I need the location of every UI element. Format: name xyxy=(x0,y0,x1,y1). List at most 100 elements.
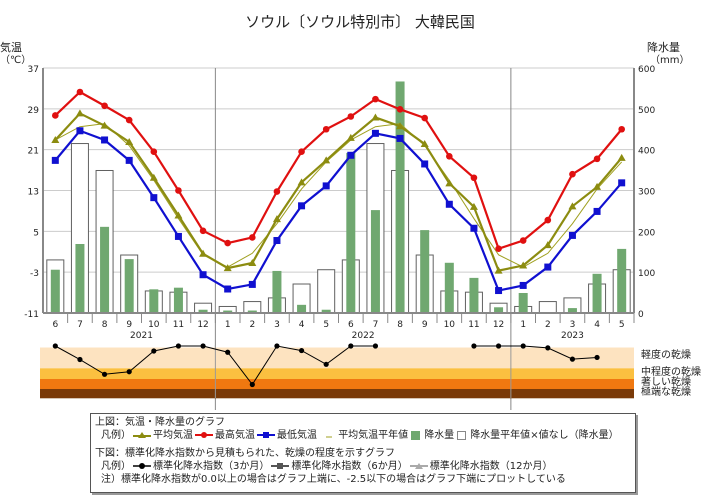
precip-bar xyxy=(149,289,159,313)
legend-no-value: ×値なし（降水量） xyxy=(530,430,619,441)
max-temp-point xyxy=(421,114,428,122)
legend-lower-heading: 下図：標準化降水指数から見積もられた、乾燥の程度を示すグラフ xyxy=(95,448,395,459)
mean-temp-point xyxy=(543,241,552,249)
max-temp-point xyxy=(347,113,355,120)
min-temp-point xyxy=(421,160,429,168)
min-temp-point xyxy=(371,129,379,137)
mean-temp-point xyxy=(346,133,355,141)
spi3-line xyxy=(473,345,598,360)
month-label: 1 xyxy=(520,320,526,330)
min-temp-point xyxy=(322,182,330,190)
max-temp-point xyxy=(224,239,231,247)
max-temp-point xyxy=(273,188,281,195)
drought-band xyxy=(40,389,634,399)
month-label: 8 xyxy=(102,320,108,330)
month-label: 7 xyxy=(373,320,379,330)
precip-bar xyxy=(346,152,356,313)
legend-upper-heading: 上図：気温・降水量のグラフ xyxy=(95,417,225,428)
precip-bar xyxy=(223,310,233,313)
precip-bar xyxy=(494,307,504,313)
mean-temp-point xyxy=(272,215,281,223)
legend-prefix: 凡例） xyxy=(101,430,131,441)
spi6-swatch-icon xyxy=(271,463,290,469)
month-label: 6 xyxy=(348,320,354,330)
left-tick-label: -11 xyxy=(24,310,39,320)
mean-temp-point xyxy=(494,266,503,274)
right-tick-label: 400 xyxy=(638,147,655,157)
left-tick-label: 29 xyxy=(28,106,40,116)
min-temp-point xyxy=(396,134,404,142)
right-tick-label: 600 xyxy=(638,65,655,75)
mean-temp-point xyxy=(322,156,331,164)
mean-temp-point xyxy=(445,179,454,187)
legend-lower-items: 凡例） 標準化降水指数（3か月） 標準化降水指数（6か月） 標準化降水指数（12か月） xyxy=(95,460,631,473)
legend-max-temp: 最高気温 xyxy=(215,430,255,441)
min-temp-point xyxy=(248,280,256,288)
min-temp-point xyxy=(125,156,133,164)
precip-bar xyxy=(50,269,60,313)
drought-band xyxy=(40,347,634,369)
left-axis-unit: （℃） xyxy=(0,54,31,66)
min-temp-point xyxy=(519,281,527,289)
spi12-swatch-icon xyxy=(409,463,428,469)
legend-spi12: 標準化降水指数（12か月） xyxy=(429,461,553,472)
min-temp-swatch-icon xyxy=(257,432,275,438)
mean-temp-point xyxy=(51,135,60,143)
climate-chart: ソウル〔ソウル特別市〕 大韓民国 気温 （℃） 降水量 （mm） -11 0 -3 1… xyxy=(0,13,701,410)
precip-bar xyxy=(469,277,479,313)
precip-bar xyxy=(173,287,183,313)
mean-temp-point xyxy=(371,113,380,121)
max-temp-point xyxy=(125,116,133,124)
mean-temp-point xyxy=(125,138,134,146)
left-tick-label: -3 xyxy=(30,269,39,279)
max-temp-point xyxy=(544,216,552,224)
min-temp-point xyxy=(445,200,453,208)
precip-bar xyxy=(198,309,208,313)
year-label: 2022 xyxy=(352,331,375,341)
mean-temp-point xyxy=(396,122,405,130)
min-temp-point xyxy=(76,127,84,135)
mean-temp-point xyxy=(174,211,183,219)
max-temp-point xyxy=(76,88,84,96)
min-temp-point xyxy=(470,224,478,232)
right-axis-label: 降水量 xyxy=(647,40,680,54)
left-tick-label: 21 xyxy=(28,147,39,157)
precip-bar xyxy=(272,270,282,313)
precip-bar xyxy=(617,248,627,313)
max-temp-point xyxy=(150,148,158,156)
month-label: 10 xyxy=(148,320,160,330)
max-temp-point xyxy=(298,148,305,156)
month-label: 4 xyxy=(299,320,305,330)
month-label: 3 xyxy=(274,320,280,330)
min-temp-point xyxy=(495,287,503,295)
precip-bar xyxy=(518,292,528,313)
month-label: 6 xyxy=(52,320,58,330)
legend-normal-temp: 平均気温平年値 xyxy=(338,430,409,441)
precip-bar xyxy=(395,81,405,313)
left-tick-label: 37 xyxy=(28,65,39,75)
legend-spi6: 標準化降水指数（6か月） xyxy=(291,461,408,472)
month-label: 2 xyxy=(545,320,551,330)
month-label: 11 xyxy=(173,320,184,330)
month-label: 5 xyxy=(323,320,329,330)
right-axis-unit: （mm） xyxy=(650,54,689,66)
mean-temp-point xyxy=(100,121,109,129)
spi3-line xyxy=(55,345,376,386)
min-temp-point xyxy=(174,232,182,240)
mean-temp-point xyxy=(149,173,158,181)
min-temp-point xyxy=(273,237,281,245)
year-label: 2021 xyxy=(130,331,153,341)
normal-precip-swatch-icon xyxy=(457,431,467,440)
precip-bar xyxy=(247,310,257,313)
min-temp-point xyxy=(568,231,576,239)
max-temp-line xyxy=(54,90,623,251)
chart-title: ソウル〔ソウル特別市〕 大韓民国 xyxy=(245,13,475,31)
max-temp-point xyxy=(52,112,59,119)
precip-bar xyxy=(370,210,380,313)
precip-bar xyxy=(321,309,331,313)
precip-bar xyxy=(100,226,110,313)
drought-band xyxy=(40,379,634,389)
month-label: 11 xyxy=(468,320,479,330)
min-temp-point xyxy=(347,151,355,159)
mean-temp-point xyxy=(617,153,626,161)
